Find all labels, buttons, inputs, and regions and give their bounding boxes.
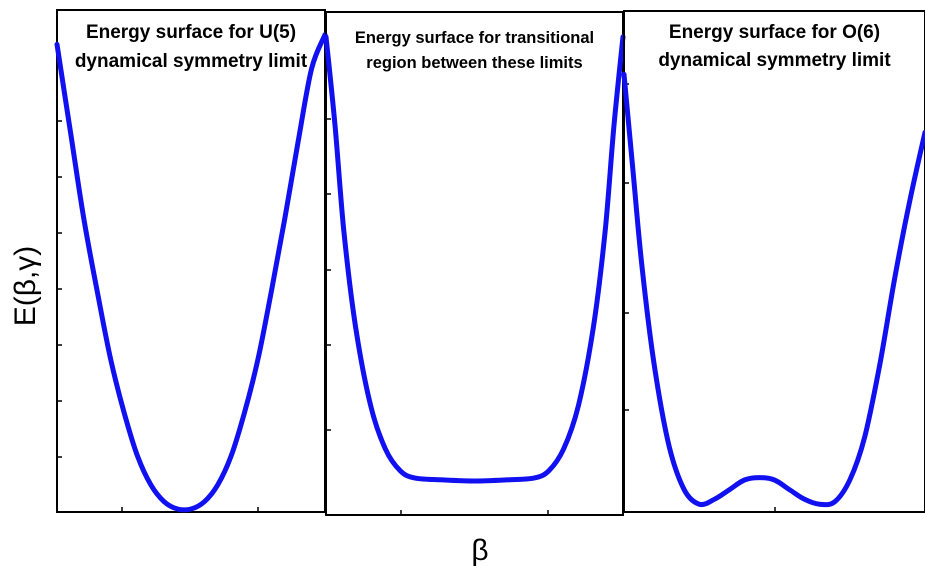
energy-curve	[621, 71, 925, 508]
panel-transitional-region: Energy surface for transitional region be…	[323, 11, 626, 516]
panel-u5-limit: Energy surface for U(5) dynamical symmetr…	[54, 9, 328, 513]
panel-title-line: Energy surface for transitional	[355, 29, 594, 47]
energy-curve	[323, 34, 626, 484]
energy-curve	[54, 32, 328, 513]
panel-title-line: region between these limits	[366, 54, 582, 72]
panel-title-line: dynamical symmetry limit	[658, 50, 891, 71]
panel-frame	[325, 11, 624, 516]
panel-title-line: dynamical symmetry limit	[75, 51, 308, 72]
y-axis-label: E(β,γ)	[9, 246, 42, 327]
x-axis-label: β	[471, 534, 488, 566]
panel-title-line: Energy surface for U(5)	[86, 22, 296, 43]
panel-frame	[56, 9, 326, 513]
panel-title-line: Energy surface for O(6)	[669, 22, 880, 43]
panel-o6-limit: Energy surface for O(6) dynamical symmetr…	[621, 10, 925, 513]
